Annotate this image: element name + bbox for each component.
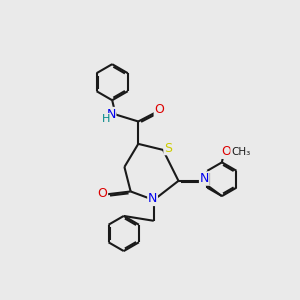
Text: O: O xyxy=(221,145,231,158)
Text: N: N xyxy=(200,172,209,185)
Text: S: S xyxy=(164,142,172,154)
Text: H: H xyxy=(101,114,110,124)
Text: O: O xyxy=(98,187,107,200)
Text: N: N xyxy=(106,108,116,121)
Text: CH₃: CH₃ xyxy=(231,147,250,157)
Text: O: O xyxy=(154,103,164,116)
Text: N: N xyxy=(148,192,157,206)
